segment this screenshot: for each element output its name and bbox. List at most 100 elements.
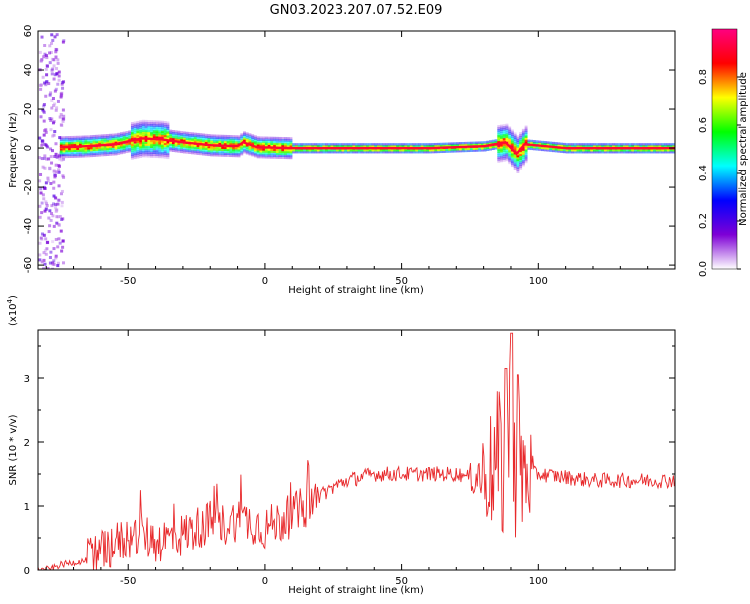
spectrogram-noise-cell: [39, 59, 43, 63]
spectrogram-cell: [144, 155, 148, 158]
spectrogram-cell: [513, 132, 517, 135]
spectrogram-cell: [513, 165, 517, 169]
spectrogram-cell: [177, 136, 181, 140]
spectrogram-cell: [59, 142, 63, 145]
spectrogram-cell: [483, 149, 487, 152]
spectrogram-cell: [642, 150, 646, 154]
spectrogram-cell: [510, 129, 514, 132]
spectrogram-cell: [210, 134, 214, 137]
spectrogram-cell: [590, 143, 594, 146]
spectrogram-cell: [117, 144, 121, 147]
spectrogram-cell: [666, 149, 670, 152]
spectrogram-cell: [516, 164, 520, 168]
spectrogram-noise-cell: [44, 130, 48, 134]
spectrogram-cell: [379, 150, 383, 154]
spectrogram-cell: [538, 148, 542, 151]
spectrogram-cell: [221, 146, 225, 149]
spectrogram-cell: [491, 141, 495, 145]
spectrogram-cell: [103, 145, 107, 149]
spectrogram-cell: [204, 149, 208, 152]
spectrogram-noise-cell: [42, 110, 46, 114]
spectrogram-cell: [180, 144, 184, 148]
spectrogram-noise-cell: [44, 207, 48, 211]
spectrogram-cell: [538, 142, 542, 145]
spectrogram-noise-cell: [51, 67, 55, 71]
spectrogram-cell: [62, 149, 66, 153]
spectrogram-cell: [502, 124, 506, 127]
spectrogram-cell: [229, 142, 233, 146]
spectrogram-cell: [128, 132, 132, 135]
spectrogram-cell: [240, 149, 244, 152]
spectrogram-cell: [582, 145, 585, 148]
spectrogram-cell: [475, 141, 479, 144]
spectrogram-cell: [521, 142, 525, 145]
spectrogram-cell: [243, 143, 246, 146]
spectrogram-cell: [530, 147, 534, 151]
spectrogram-cell: [519, 134, 523, 137]
spectrogram-cell: [505, 158, 509, 162]
spectrogram-cell: [633, 149, 637, 152]
spectrogram-noise-cell: [57, 184, 61, 188]
spectrogram-cell: [130, 127, 134, 131]
spectrogram-cell: [672, 149, 675, 152]
spectrogram-cell: [502, 155, 506, 158]
spectrogram-cell: [576, 150, 580, 154]
spectrogram-cell: [612, 149, 616, 152]
spectrogram-cell: [109, 151, 112, 154]
spectrogram-cell: [275, 144, 279, 148]
spectrogram-cell: [111, 139, 115, 142]
spectrogram-cell: [494, 147, 498, 150]
colorbar-label: Normalized spectral amplitude: [738, 72, 749, 226]
spectrogram-cell: [647, 143, 651, 146]
spectrogram-cell: [221, 148, 225, 151]
spectrogram-cell: [519, 141, 523, 145]
spectrogram-cell: [647, 150, 651, 154]
spectrogram-noise-cell: [57, 224, 61, 228]
spectrogram-cell: [344, 143, 348, 146]
spectrogram-cell: [229, 150, 233, 154]
spectrogram-cell: [308, 149, 312, 152]
spectrogram-cell: [62, 140, 66, 143]
spectrogram-cell: [152, 149, 156, 153]
spectrogram-cell: [248, 152, 252, 156]
spectrogram-cell: [319, 143, 323, 146]
spectrogram-cell: [562, 150, 566, 154]
spectrogram-cell: [122, 149, 126, 152]
spectrogram-cell: [125, 150, 129, 154]
spectrogram-noise-cell: [60, 82, 64, 86]
spectrogram-cell: [270, 150, 274, 153]
spectrogram-cell: [661, 149, 665, 152]
colorbar-ticks: 0.00.20.40.60.8: [698, 69, 741, 277]
spectrogram-noise-cell: [52, 194, 56, 198]
spectrogram-cell: [100, 142, 104, 145]
spectrogram-cell: [144, 143, 148, 146]
spectrogram-cell: [562, 148, 566, 152]
spectrogram-cell: [139, 126, 143, 129]
spectrogram-cell: [532, 145, 536, 149]
spectrogram-cell: [65, 149, 69, 153]
spectrogram-cell: [590, 145, 594, 148]
spectrogram-noise-cell: [51, 261, 55, 265]
spectrogram-cell: [243, 133, 246, 136]
spectrogram-cell: [109, 147, 112, 150]
spectrogram-cell: [158, 153, 162, 157]
spectrogram-cell: [273, 138, 277, 142]
spectrogram-cell: [139, 120, 143, 123]
spectrogram-cell: [155, 145, 159, 149]
spectrogram-cell: [628, 143, 632, 146]
spectrogram-cell: [612, 150, 616, 154]
spectrogram-cell: [601, 149, 605, 152]
spectrogram-cell: [130, 133, 134, 137]
spectrogram-cell: [185, 133, 189, 137]
spectrogram-cell: [163, 156, 167, 159]
spectrogram-cell: [193, 138, 197, 141]
spectrogram-x-axis-label: Height of straight line (km): [288, 285, 424, 296]
spectrogram-noise-cell: [58, 136, 62, 140]
spectrogram-noise-cell: [46, 267, 50, 269]
spectrogram-cell: [344, 145, 348, 148]
spectrogram-cell: [500, 134, 503, 137]
spectrogram-x-tick-label: 50: [395, 276, 408, 287]
spectrogram-cell: [502, 133, 506, 137]
spectrogram-cell: [664, 149, 667, 152]
spectrogram-noise-cell: [52, 180, 56, 184]
